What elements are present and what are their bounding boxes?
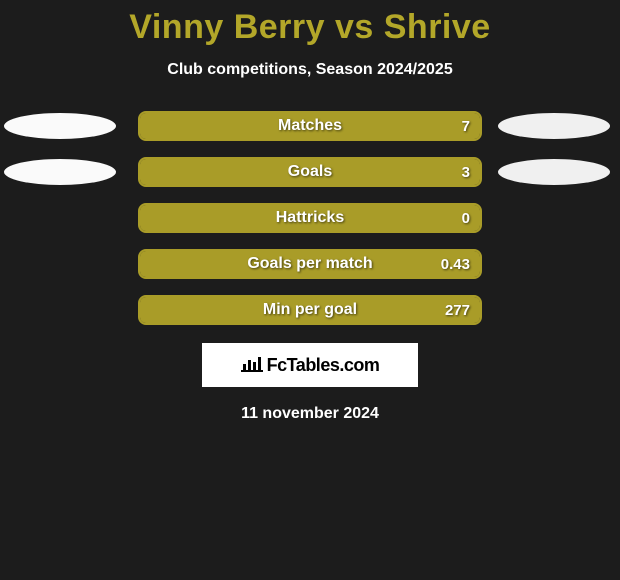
stat-bar: Goals3 (138, 157, 482, 187)
stat-value: 7 (462, 111, 470, 141)
player-right-placeholder (498, 159, 610, 185)
chart-icon (241, 354, 263, 377)
stat-label: Min per goal (138, 295, 482, 325)
page-title: Vinny Berry vs Shrive (0, 0, 620, 47)
player-right-placeholder (498, 113, 610, 139)
stat-label: Goals (138, 157, 482, 187)
subtitle: Club competitions, Season 2024/2025 (0, 61, 620, 79)
stat-value: 0 (462, 203, 470, 233)
stat-bar: Min per goal277 (138, 295, 482, 325)
stats-container: Matches7Goals3Hattricks0Goals per match0… (0, 111, 620, 325)
stat-row: Goals per match0.43 (0, 249, 620, 279)
stat-bar: Goals per match0.43 (138, 249, 482, 279)
fctables-logo[interactable]: FcTables.com (202, 343, 418, 387)
stat-value: 3 (462, 157, 470, 187)
stat-row: Goals3 (0, 157, 620, 187)
date-text: 11 november 2024 (0, 405, 620, 423)
stat-bar: Hattricks0 (138, 203, 482, 233)
stat-label: Goals per match (138, 249, 482, 279)
stat-label: Matches (138, 111, 482, 141)
player-left-placeholder (4, 113, 116, 139)
stat-row: Min per goal277 (0, 295, 620, 325)
stat-value: 277 (445, 295, 470, 325)
stat-row: Matches7 (0, 111, 620, 141)
player-left-placeholder (4, 159, 116, 185)
stat-label: Hattricks (138, 203, 482, 233)
stat-value: 0.43 (441, 249, 470, 279)
stat-bar: Matches7 (138, 111, 482, 141)
logo-text: FcTables.com (267, 355, 380, 376)
stat-row: Hattricks0 (0, 203, 620, 233)
